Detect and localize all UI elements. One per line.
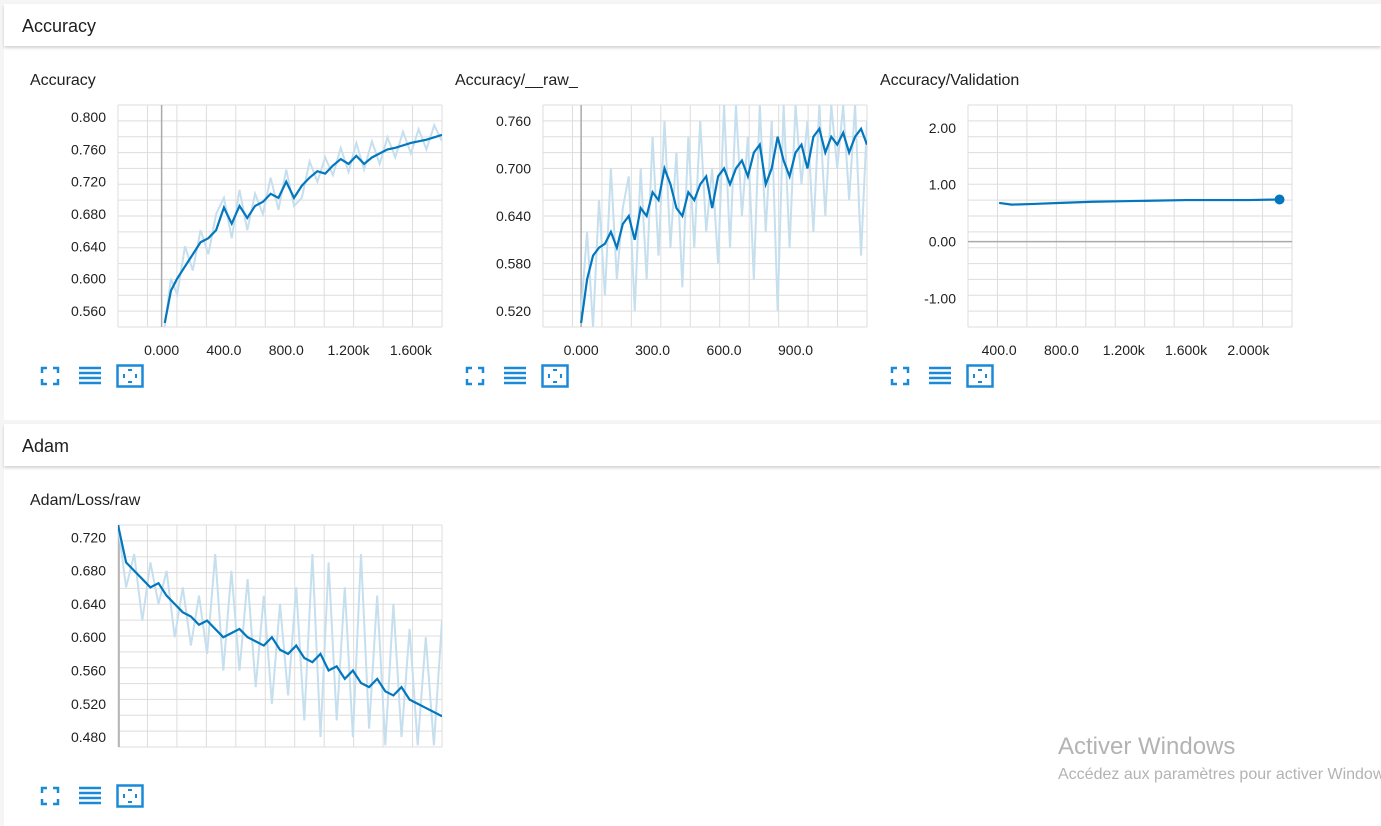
x-tick-label: 800.0 (269, 342, 304, 358)
fullscreen-button[interactable] (36, 364, 64, 388)
chart-card-adam-loss-raw: Adam/Loss/raw 0.480 0.520 0.560 0.600 0.640 0… (30, 492, 450, 812)
fullscreen-button[interactable] (461, 364, 489, 388)
y-tick-label: 0.680 (71, 563, 106, 579)
y-tick-label: 0.480 (71, 729, 106, 745)
series-line (163, 133, 442, 324)
y-tick-label: 0.640 (496, 208, 531, 224)
chart-card-accuracy-raw: Accuracy/__raw_ 0.520 0.580 0.640 0.700 0.76… (455, 72, 875, 392)
list-icon (79, 786, 101, 805)
last-point-marker (1274, 194, 1285, 205)
chart-title: Accuracy/__raw_ (455, 72, 578, 89)
fullscreen-button[interactable] (36, 784, 64, 808)
fit-domain-icon (116, 784, 144, 808)
section-header-accuracy[interactable]: Accuracy (4, 4, 1381, 46)
y-tick-label: 1.00 (929, 177, 956, 193)
x-tick-label: 0.000 (144, 342, 179, 358)
x-tick-label: 2.000k (1227, 342, 1270, 358)
fullscreen-icon (465, 366, 485, 386)
raw-series-line (163, 122, 442, 327)
chart-accuracy-validation[interactable]: -1.00 0.00 1.00 2.00 400.0 800.0 1.200k 1.600k 2… (880, 72, 1300, 362)
x-tick-label: 0.000 (564, 342, 599, 358)
chart-adam-loss-raw[interactable]: 0.480 0.520 0.560 0.600 0.640 0.680 0.720 (30, 492, 450, 782)
fullscreen-button[interactable] (886, 364, 914, 388)
y-tick-label: 0.00 (929, 234, 956, 250)
y-tick-label: 0.640 (71, 238, 106, 254)
series-line (580, 126, 867, 324)
section-title: Accuracy (22, 16, 97, 36)
chart-accuracy[interactable]: 0.560 0.600 0.640 0.680 0.720 0.760 0.800 0.000… (30, 72, 450, 362)
chart-accuracy-raw[interactable]: 0.520 0.580 0.640 0.700 0.760 0.000 300.0 600.0… (455, 72, 875, 362)
y-tick-label: 0.600 (71, 629, 106, 645)
x-tick-label: 400.0 (982, 342, 1017, 358)
y-tick-label: 0.680 (71, 206, 106, 222)
watermark-subtitle: Accédez aux paramètres pour activer Wind… (1058, 766, 1381, 783)
watermark-title: Activer Windows (1058, 733, 1236, 760)
section-header-adam[interactable]: Adam (4, 424, 1381, 466)
chart-title: Adam/Loss/raw (30, 492, 141, 509)
x-tick-label: 1.200k (328, 342, 371, 358)
fullscreen-icon (890, 366, 910, 386)
section-title: Adam (22, 436, 70, 456)
x-tick-label: 1.600k (1165, 342, 1208, 358)
toggle-log-button[interactable] (501, 364, 529, 388)
x-tick-label: 1.600k (390, 342, 433, 358)
series-line (118, 525, 442, 718)
fit-domain-button[interactable] (116, 364, 144, 388)
fit-domain-icon (541, 364, 569, 388)
raw-series-line (118, 525, 442, 746)
toggle-log-button[interactable] (76, 364, 104, 388)
x-tick-label: 300.0 (635, 342, 670, 358)
y-tick-label: 0.600 (71, 271, 106, 287)
fit-domain-button[interactable] (116, 784, 144, 808)
chart-title: Accuracy (30, 72, 96, 89)
y-tick-label: 0.760 (496, 113, 531, 129)
y-tick-label: 0.640 (71, 596, 106, 612)
chart-card-accuracy-validation: Accuracy/Validation -1.00 0.00 1.00 2.00 400… (880, 72, 1300, 392)
chart-card-accuracy: Accuracy 0.560 0.600 0.640 0.680 0.720 0.760 0… (30, 72, 450, 392)
x-tick-label: 600.0 (707, 342, 742, 358)
y-tick-label: 0.580 (496, 256, 531, 272)
fit-domain-button[interactable] (541, 364, 569, 388)
y-tick-label: 0.720 (71, 529, 106, 545)
y-tick-label: 0.520 (71, 696, 106, 712)
section-body-adam (4, 466, 1381, 826)
y-tick-label: 2.00 (929, 120, 956, 136)
fullscreen-icon (40, 786, 60, 806)
y-tick-label: 0.520 (496, 303, 531, 319)
x-tick-label: 400.0 (206, 342, 241, 358)
toggle-log-button[interactable] (76, 784, 104, 808)
y-tick-label: 0.560 (71, 303, 106, 319)
raw-series-line (580, 105, 867, 327)
fit-domain-icon (116, 364, 144, 388)
y-tick-label: 0.560 (71, 663, 106, 679)
y-tick-label: -1.00 (924, 291, 956, 307)
x-tick-label: 900.0 (778, 342, 813, 358)
y-tick-label: 0.800 (71, 109, 106, 125)
fullscreen-icon (40, 366, 60, 386)
list-icon (929, 366, 951, 385)
chart-title: Accuracy/Validation (880, 72, 1020, 89)
fit-domain-icon (966, 364, 994, 388)
toggle-log-button[interactable] (926, 364, 954, 388)
y-tick-label: 0.700 (496, 160, 531, 176)
x-tick-label: 1.200k (1103, 342, 1146, 358)
series-line (999, 198, 1280, 206)
list-icon (79, 366, 101, 385)
x-tick-label: 800.0 (1044, 342, 1079, 358)
list-icon (504, 366, 526, 385)
fit-domain-button[interactable] (966, 364, 994, 388)
y-tick-label: 0.760 (71, 141, 106, 157)
y-tick-label: 0.720 (71, 174, 106, 190)
